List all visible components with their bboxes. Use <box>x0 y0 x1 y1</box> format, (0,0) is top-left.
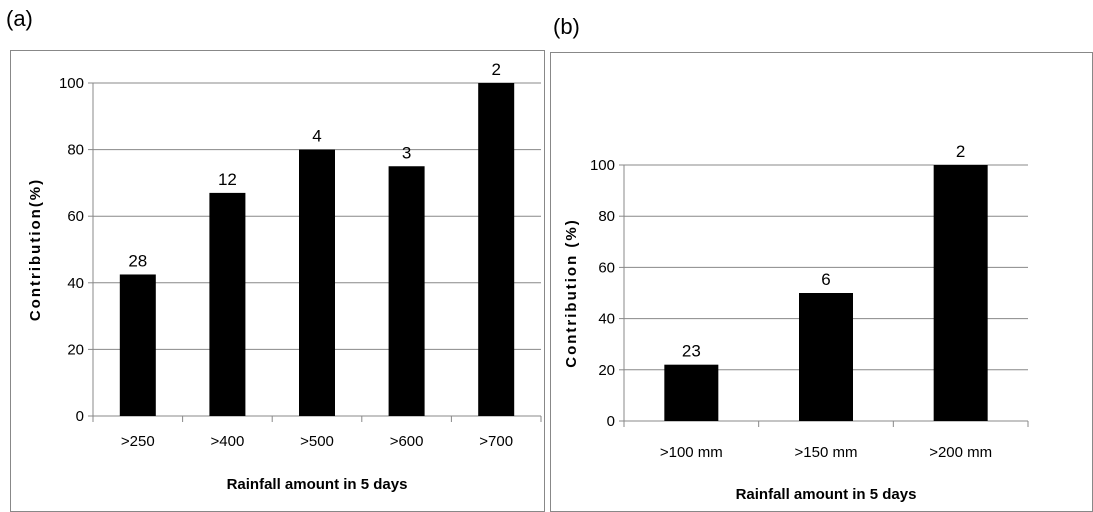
chart-a-y-tick-label: 100 <box>59 75 84 92</box>
chart-b-x-tick-label: >200 mm <box>929 444 992 461</box>
chart-a-bar <box>209 192 246 416</box>
chart-a-data-label: 3 <box>402 143 411 162</box>
chart-b-y-tick-label: 20 <box>598 362 615 379</box>
chart-a-bar <box>478 83 515 416</box>
chart-b-y-tick-label: 60 <box>598 259 615 276</box>
chart-a-x-tick-label: >700 <box>479 433 513 450</box>
chart-a-y-tick-label: 40 <box>67 275 84 292</box>
chart-a-data-label: 28 <box>128 251 147 270</box>
chart-a-x-tick-label: >600 <box>390 433 424 450</box>
chart-a-y-tick-label: 0 <box>76 408 84 425</box>
chart-a-bar <box>388 166 425 416</box>
chart-b-y-tick-label: 40 <box>598 311 615 328</box>
chart-a-bar <box>299 149 335 416</box>
chart-a-data-label: 4 <box>312 127 321 146</box>
chart-a-data-label: 12 <box>218 170 237 189</box>
chart-a-x-tick-label: >250 <box>121 433 155 450</box>
chart-b-bar <box>664 364 719 421</box>
chart-b-data-label: 6 <box>821 270 830 289</box>
chart-a-data-label: 2 <box>491 60 500 79</box>
chart-b-bar <box>933 165 988 421</box>
panel-a-label: (a) <box>6 6 33 31</box>
chart-b-y-axis-title: Contribution (%) <box>563 218 580 367</box>
chart-b-y-tick-label: 100 <box>590 157 615 174</box>
chart-a-y-tick-label: 80 <box>67 142 84 159</box>
chart-a-x-axis-title: Rainfall amount in 5 days <box>227 476 408 493</box>
chart-b-bar <box>799 293 853 421</box>
chart-a-x-tick-label: >400 <box>211 433 245 450</box>
chart-b-x-tick-label: >100 mm <box>660 444 723 461</box>
chart-a-y-tick-label: 60 <box>67 208 84 225</box>
chart-b-x-axis-title: Rainfall amount in 5 days <box>736 486 917 503</box>
chart-b-data-label: 23 <box>682 342 701 361</box>
panel-b-label: (b) <box>553 14 580 39</box>
chart-a-y-tick-label: 20 <box>67 341 84 358</box>
chart-a-x-tick-label: >500 <box>300 433 334 450</box>
chart-b-x-tick-label: >150 mm <box>795 444 858 461</box>
chart-a-y-axis-title: Contribution(%) <box>27 178 44 321</box>
chart-a-bar <box>119 274 156 416</box>
chart-b-data-label: 2 <box>956 142 965 161</box>
chart-b-y-tick-label: 0 <box>607 413 615 430</box>
chart-b-y-tick-label: 80 <box>598 208 615 225</box>
